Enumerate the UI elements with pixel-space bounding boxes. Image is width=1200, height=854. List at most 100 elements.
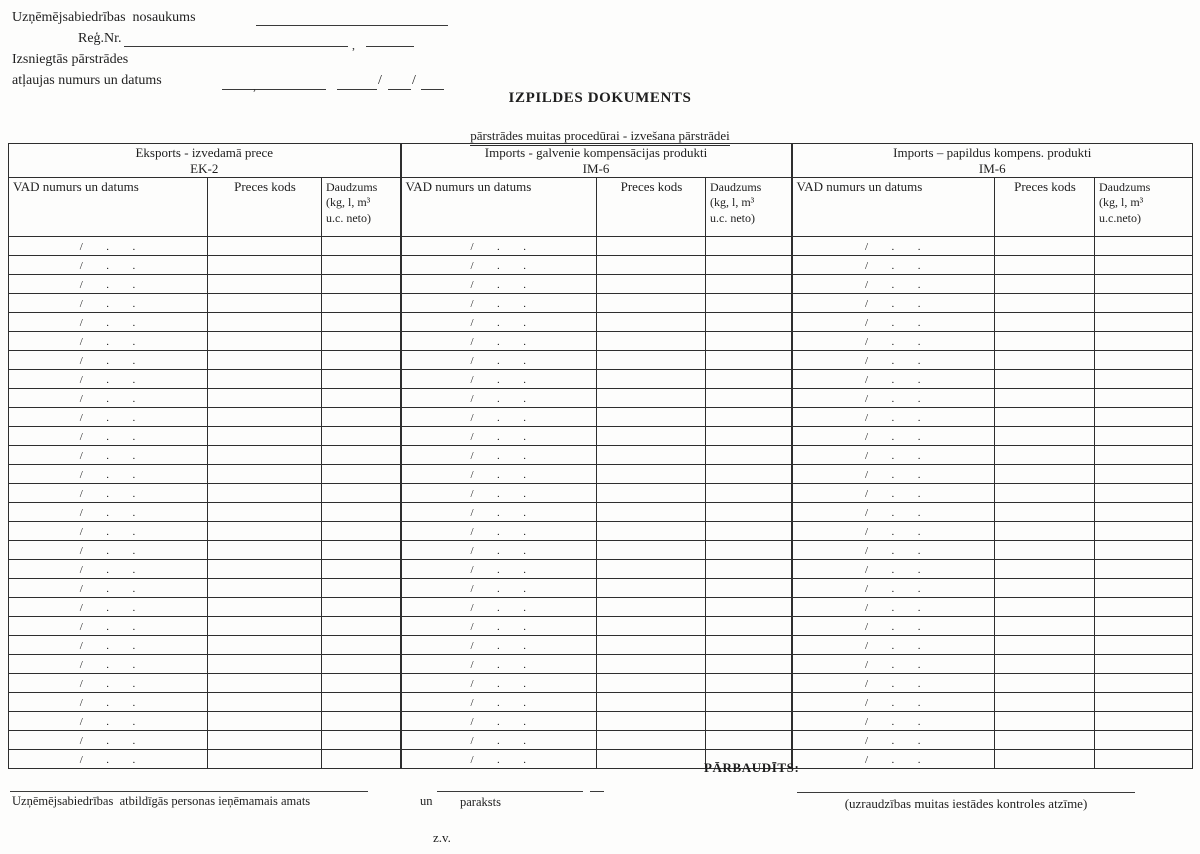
vad-cell-imports-papildus: / . . (790, 634, 995, 655)
vad-date-placeholder: / . . (864, 411, 922, 424)
daudzums-cell-imports-galvenie (705, 615, 792, 636)
table-row: / . . / . . / . . (8, 539, 1194, 560)
preces-cell-imports-papildus (994, 444, 1095, 465)
daudzums-cell-eksports (321, 634, 401, 655)
daudzums-cell-eksports (321, 482, 401, 503)
preces-cell-imports-papildus (994, 520, 1095, 541)
preces-cell-imports-papildus (994, 729, 1095, 750)
group-header-eksports: Eksports - izvedamā prece EK-2 (8, 143, 401, 178)
vad-date-placeholder: / . . (79, 677, 137, 690)
daudzums-cell-eksports (321, 558, 401, 579)
preces-cell-eksports (207, 292, 322, 313)
vad-date-placeholder: / . . (470, 658, 528, 671)
vad-cell-imports-galvenie: / . . (399, 653, 597, 674)
preces-cell-imports-papildus (994, 273, 1095, 294)
vad-date-placeholder: / . . (470, 639, 528, 652)
preces-cell-imports-galvenie (596, 330, 706, 351)
signature-right-line (437, 791, 583, 792)
vad-date-placeholder: / . . (470, 601, 528, 614)
vad-cell-eksports: / . . (8, 368, 208, 389)
preces-cell-imports-papildus (994, 463, 1095, 484)
vad-date-placeholder: / . . (864, 658, 922, 671)
group-header-imports-galvenie: Imports - galvenie kompensācijas produkt… (399, 143, 792, 178)
preces-cell-imports-galvenie (596, 368, 706, 389)
vad-cell-imports-papildus: / . . (790, 577, 995, 598)
vad-date-placeholder: / . . (864, 449, 922, 462)
daudzums-cell-imports-papildus (1093, 672, 1194, 693)
preces-cell-imports-papildus (994, 634, 1095, 655)
preces-cell-eksports (207, 596, 322, 617)
daudzums-cell-imports-galvenie (705, 311, 792, 332)
vad-cell-eksports: / . . (8, 577, 208, 598)
table-row: / . . / . . / . . (8, 596, 1194, 617)
table-row: / . . / . . / . . (8, 691, 1194, 712)
vad-date-placeholder: / . . (79, 278, 137, 291)
daudzums-cell-eksports (321, 539, 401, 560)
daudzums-cell-eksports (321, 672, 401, 693)
vad-cell-eksports: / . . (8, 235, 208, 256)
daudzums-cell-eksports (321, 387, 401, 408)
vad-date-placeholder: / . . (470, 582, 528, 595)
vad-cell-eksports: / . . (8, 634, 208, 655)
vad-cell-eksports: / . . (8, 615, 208, 636)
vad-cell-imports-galvenie: / . . (399, 273, 597, 294)
daudzums-cell-imports-papildus (1093, 463, 1194, 484)
preces-cell-eksports (207, 463, 322, 484)
signature-left-line (10, 791, 368, 792)
table-row: / . . / . . / . . (8, 672, 1194, 693)
preces-cell-imports-galvenie (596, 292, 706, 313)
vad-cell-eksports: / . . (8, 273, 208, 294)
preces-cell-eksports (207, 710, 322, 731)
vad-cell-eksports: / . . (8, 691, 208, 712)
daudzums-cell-imports-papildus (1093, 292, 1194, 313)
daudzums-cell-imports-galvenie (705, 330, 792, 351)
preces-cell-eksports (207, 520, 322, 541)
preces-cell-eksports (207, 254, 322, 275)
reg-nr-label: Reģ.Nr. (78, 31, 122, 46)
preces-cell-imports-galvenie (596, 539, 706, 560)
daudzums-cell-eksports (321, 425, 401, 446)
preces-cell-eksports (207, 311, 322, 332)
vad-cell-imports-papildus: / . . (790, 748, 995, 769)
vad-date-placeholder: / . . (864, 430, 922, 443)
vad-cell-imports-papildus: / . . (790, 444, 995, 465)
preces-cell-imports-papildus (994, 406, 1095, 427)
seal-place-label: z.v. (433, 830, 451, 845)
vad-date-placeholder: / . . (864, 468, 922, 481)
preces-cell-imports-papildus (994, 330, 1095, 351)
table-row: / . . / . . / . . (8, 748, 1194, 769)
vad-date-placeholder: / . . (470, 259, 528, 272)
preces-cell-eksports (207, 748, 322, 769)
customs-declaration-table: Eksports - izvedamā prece EK-2 Imports -… (8, 143, 1194, 769)
daudzums-cell-imports-galvenie (705, 577, 792, 598)
vad-cell-eksports: / . . (8, 558, 208, 579)
table-row: / . . / . . / . . (8, 254, 1194, 275)
daudzums-cell-imports-galvenie (705, 596, 792, 617)
vad-cell-imports-galvenie: / . . (399, 691, 597, 712)
vad-date-placeholder: / . . (864, 544, 922, 557)
permit-number-blank (222, 89, 326, 90)
preces-cell-imports-galvenie (596, 520, 706, 541)
daudzums-cell-eksports (321, 349, 401, 370)
preces-cell-imports-papildus (994, 292, 1095, 313)
daudzums-cell-imports-galvenie (705, 539, 792, 560)
daudzums-cell-imports-galvenie (705, 558, 792, 579)
daudzums-cell-eksports (321, 729, 401, 750)
daudzums-cell-imports-papildus (1093, 387, 1194, 408)
vad-date-placeholder: / . . (864, 563, 922, 576)
vad-cell-imports-papildus: / . . (790, 615, 995, 636)
table-row: / . . / . . / . . (8, 558, 1194, 579)
vad-date-placeholder: / . . (79, 658, 137, 671)
daudzums-cell-imports-galvenie (705, 406, 792, 427)
vad-cell-imports-galvenie: / . . (399, 311, 597, 332)
vad-cell-imports-papildus: / . . (790, 387, 995, 408)
checked-label: PĀRBAUDĪTS: (704, 760, 800, 775)
vad-date-placeholder: / . . (864, 487, 922, 500)
company-name-blank (256, 25, 448, 26)
signature-right-label: paraksts (460, 795, 501, 809)
preces-cell-imports-galvenie (596, 748, 706, 769)
group-code: EK-2 (190, 160, 219, 176)
signature-right-line-tick (590, 791, 604, 792)
preces-cell-imports-galvenie (596, 501, 706, 522)
